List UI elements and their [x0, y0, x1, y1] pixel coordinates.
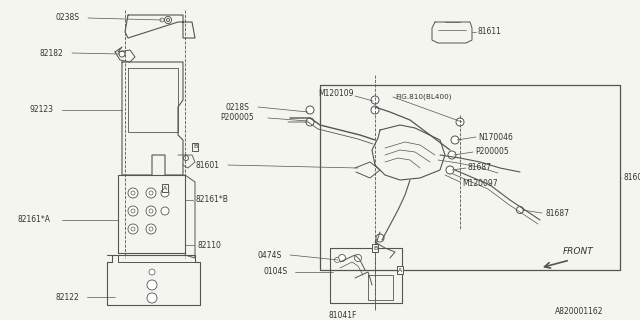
Text: 82110: 82110 [197, 241, 221, 250]
Circle shape [131, 191, 135, 195]
Circle shape [376, 234, 384, 242]
Circle shape [335, 258, 339, 262]
Circle shape [131, 209, 135, 213]
Circle shape [131, 227, 135, 231]
Circle shape [516, 206, 524, 213]
Text: 81611: 81611 [478, 28, 502, 36]
Circle shape [371, 96, 379, 104]
Circle shape [149, 269, 155, 275]
Circle shape [456, 118, 464, 126]
Circle shape [306, 118, 314, 126]
Text: 81608: 81608 [624, 173, 640, 182]
Text: FRONT: FRONT [563, 247, 594, 257]
Circle shape [128, 188, 138, 198]
Circle shape [161, 207, 169, 215]
Text: 0104S: 0104S [263, 268, 287, 276]
Circle shape [339, 254, 346, 261]
Circle shape [446, 166, 454, 174]
Circle shape [147, 293, 157, 303]
Text: 92123: 92123 [30, 106, 54, 115]
Text: P200005: P200005 [475, 148, 509, 156]
Circle shape [146, 224, 156, 234]
Circle shape [355, 254, 362, 261]
Text: 81687: 81687 [545, 209, 569, 218]
Circle shape [184, 156, 189, 161]
Text: 81601: 81601 [195, 161, 219, 170]
Text: 0238S: 0238S [55, 13, 79, 22]
Circle shape [149, 227, 153, 231]
Text: 82122: 82122 [55, 292, 79, 301]
Text: A820001162: A820001162 [555, 308, 604, 316]
Circle shape [166, 19, 170, 21]
Text: A: A [398, 268, 402, 273]
Circle shape [146, 188, 156, 198]
Text: P200005: P200005 [220, 114, 253, 123]
Text: 81041F: 81041F [329, 310, 357, 319]
Text: 0218S: 0218S [225, 102, 249, 111]
Text: 82161*B: 82161*B [196, 196, 229, 204]
Text: FIG.810(BL400): FIG.810(BL400) [395, 94, 451, 100]
Text: A: A [163, 186, 167, 190]
Text: M120109: M120109 [318, 89, 353, 98]
Text: B: B [193, 145, 197, 149]
Text: M120097: M120097 [462, 179, 498, 188]
Text: 82182: 82182 [40, 49, 64, 58]
Circle shape [149, 209, 153, 213]
Circle shape [161, 189, 169, 197]
Circle shape [146, 206, 156, 216]
Text: B: B [373, 245, 377, 251]
Circle shape [128, 206, 138, 216]
Circle shape [119, 51, 125, 57]
Circle shape [149, 191, 153, 195]
Circle shape [164, 17, 172, 23]
Circle shape [160, 18, 164, 22]
Text: 81687: 81687 [468, 164, 492, 172]
Circle shape [451, 136, 459, 144]
Circle shape [448, 151, 456, 159]
Text: N170046: N170046 [478, 132, 513, 141]
Circle shape [128, 224, 138, 234]
Text: 82161*A: 82161*A [18, 215, 51, 225]
Circle shape [371, 106, 379, 114]
Circle shape [147, 280, 157, 290]
Text: 0474S: 0474S [258, 251, 282, 260]
Circle shape [306, 106, 314, 114]
